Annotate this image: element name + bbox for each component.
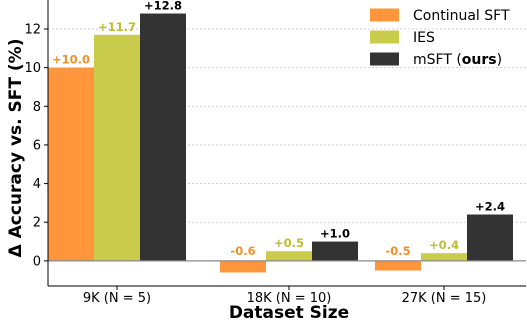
x-tick-label: 9K (N = 5)	[83, 291, 151, 306]
data-label: -0.5	[385, 244, 410, 258]
legend-label: IES	[413, 30, 435, 46]
data-labels: +10.0 -0.6 -0.5 +11.7 +0.5 +0.4 +12.8 +1.0 +2.4	[52, 0, 505, 258]
bar	[220, 260, 266, 273]
data-label: +10.0	[52, 53, 90, 67]
bar	[467, 214, 513, 261]
y-tick-label: 12	[24, 22, 41, 37]
y-tick-label: 8	[33, 100, 41, 115]
data-label: +0.5	[274, 236, 304, 250]
bar	[266, 251, 312, 261]
x-tick-label: 18K (N = 10)	[247, 291, 332, 306]
bar	[94, 34, 140, 261]
bar	[140, 13, 186, 261]
y-tick-label: 0	[33, 254, 41, 269]
legend-swatch	[370, 8, 399, 22]
data-label: +11.7	[98, 20, 136, 34]
y-tick-label: 10	[24, 61, 41, 76]
x-tick-label: 27K (N = 15)	[402, 291, 487, 306]
legend-label: Continual SFT	[413, 8, 510, 24]
data-label: +2.4	[475, 200, 505, 214]
legend-label: mSFT (ours)	[413, 52, 502, 68]
y-axis-title: Δ Accuracy vs. SFT (%)	[6, 39, 26, 258]
y-tick-label: 4	[33, 177, 41, 192]
y-tick-label: 6	[33, 138, 41, 153]
bars	[48, 13, 513, 273]
legend-swatch	[370, 52, 399, 66]
legend: Continual SFT IES mSFT (ours)	[370, 8, 510, 68]
data-label: +1.0	[320, 227, 350, 241]
x-axis-title: Dataset Size	[229, 303, 349, 323]
legend-swatch	[370, 30, 399, 44]
bar	[421, 253, 467, 261]
data-label: +0.4	[429, 238, 459, 252]
data-label: -0.6	[230, 244, 255, 258]
bar	[375, 260, 421, 271]
y-tick-label: 2	[33, 216, 41, 231]
axes: 0 2 4 6 8 10 12 9K (N = 5) 18K (N = 10) 27K (N = …	[24, 0, 526, 306]
bar	[312, 241, 358, 261]
bar	[48, 67, 94, 261]
data-label: +12.8	[144, 0, 182, 13]
